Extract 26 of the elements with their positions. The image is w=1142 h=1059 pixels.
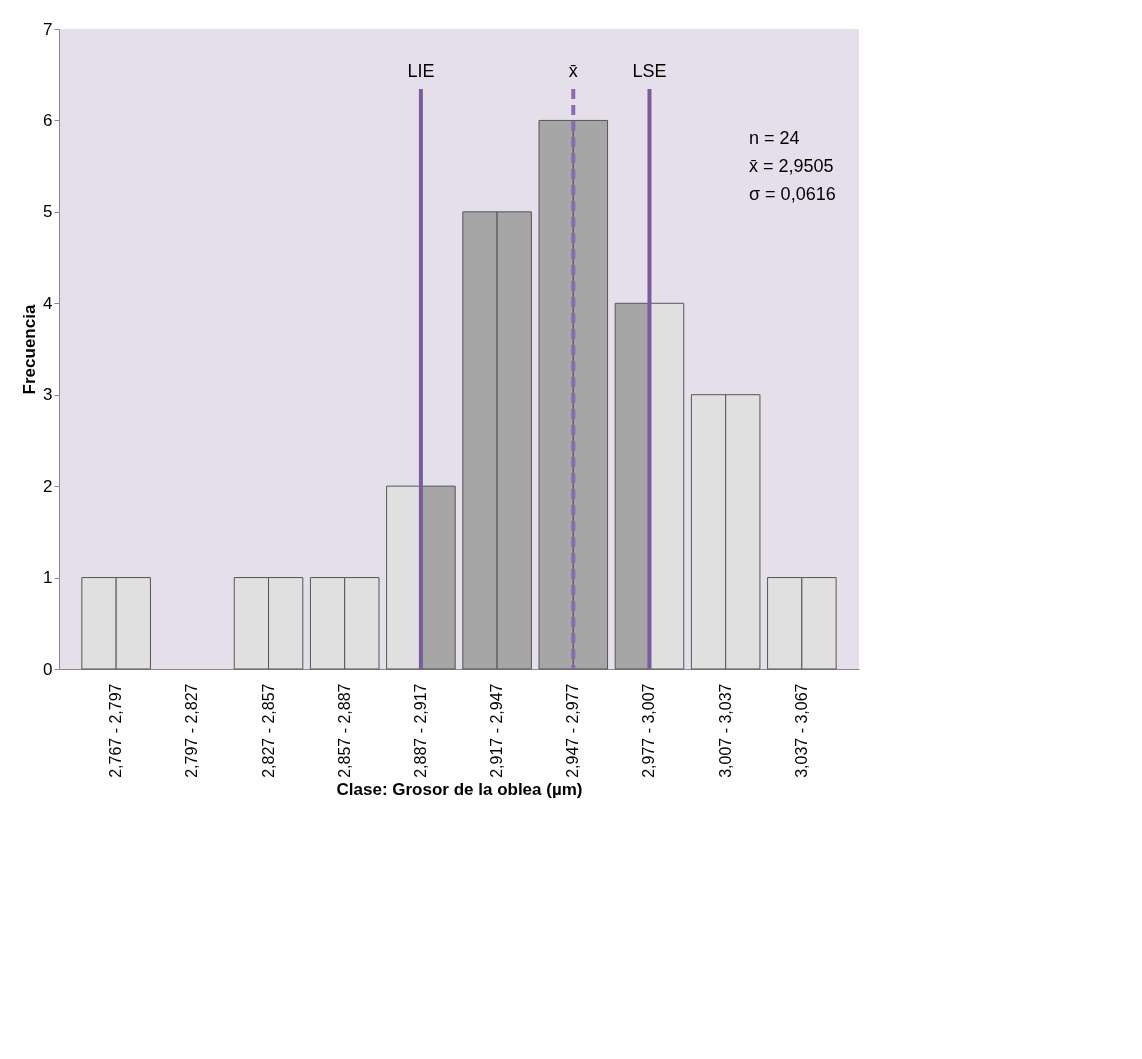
y-axis-title: Frecuencia [20,304,40,395]
y-tick-label: 2 [43,476,53,496]
annotation: x̄ = 2,9505 [749,156,834,176]
x-tick-label: 2,887 - 2,917 [411,683,429,778]
y-tick-label: 4 [43,293,53,313]
x-tick-label: 2,797 - 2,827 [183,683,201,778]
x-tick-label: 3,037 - 3,067 [792,683,810,778]
y-tick-label: 7 [43,19,53,39]
x-tick-label: 2,827 - 2,857 [259,683,277,778]
y-tick-label: 5 [43,202,53,222]
x-axis-title: Clase: Grosor de la oblea (µm) [336,779,583,799]
y-tick-label: 0 [43,659,53,679]
ref-line-label: LIE [407,61,435,81]
ref-line-label: x̄ [568,61,578,81]
x-tick-label: 2,767 - 2,797 [107,683,125,778]
ref-line-label: LSE [632,61,667,81]
x-tick-label: 3,007 - 3,037 [716,683,734,778]
x-tick-label: 2,917 - 2,947 [488,683,506,778]
annotation: n = 24 [749,128,800,148]
x-tick-label: 2,947 - 2,977 [564,683,582,778]
y-tick-label: 6 [43,110,53,130]
x-tick-label: 2,857 - 2,887 [335,683,353,778]
x-tick-label: 2,977 - 3,007 [640,683,658,778]
y-tick-label: 3 [43,385,53,405]
y-tick-label: 1 [43,568,53,588]
annotation: σ = 0,0616 [749,184,836,204]
